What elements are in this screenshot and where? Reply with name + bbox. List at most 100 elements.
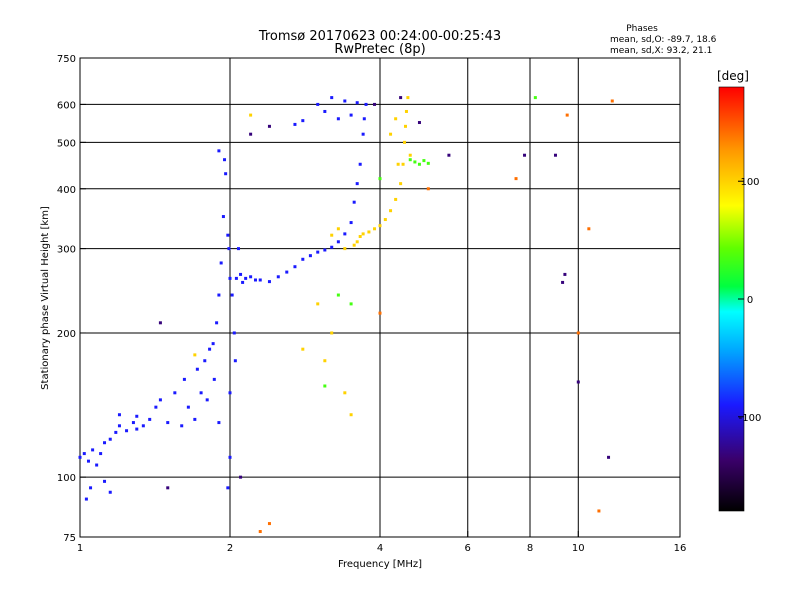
- data-point: [158, 321, 162, 325]
- data-point: [211, 342, 215, 346]
- y-tick-label: 500: [57, 138, 76, 149]
- data-point: [336, 293, 340, 297]
- stats-o-mode: mean, sd,O: -89.7, 18.6: [610, 35, 717, 45]
- data-point: [208, 347, 212, 351]
- x-tick-label: 8: [527, 543, 533, 554]
- x-axis-label: Frequency [MHz]: [338, 559, 422, 570]
- y-tick-label: 200: [57, 329, 76, 340]
- x-tick-label: 10: [572, 543, 585, 554]
- data-point: [95, 463, 99, 467]
- data-point: [523, 153, 527, 157]
- data-point: [408, 153, 412, 157]
- y-tick-label: 750: [57, 54, 76, 65]
- data-point: [373, 227, 377, 231]
- data-point: [597, 509, 601, 513]
- data-point: [406, 96, 410, 100]
- data-point: [241, 280, 245, 284]
- data-point: [399, 96, 403, 100]
- data-point: [323, 248, 327, 252]
- data-point: [336, 117, 340, 121]
- grid: [80, 58, 680, 537]
- data-point: [308, 254, 312, 258]
- data-point: [103, 479, 107, 483]
- data-point: [173, 391, 177, 395]
- data-point: [205, 398, 209, 402]
- data-point: [323, 384, 327, 388]
- stats-heading: Phases: [626, 24, 658, 34]
- data-point: [166, 486, 170, 490]
- data-point: [394, 117, 398, 121]
- data-point: [221, 215, 225, 219]
- data-point: [226, 486, 230, 490]
- data-point: [330, 233, 334, 237]
- colorbar-label: [deg]: [717, 69, 749, 83]
- data-point: [361, 132, 365, 136]
- data-point: [244, 276, 248, 280]
- colorbar-tick-label: 100: [740, 177, 759, 188]
- data-point: [426, 161, 430, 165]
- x-tick-label: 1: [77, 543, 83, 554]
- data-point: [553, 153, 557, 157]
- data-point: [561, 280, 565, 284]
- x-tick-label: 2: [227, 543, 233, 554]
- data-point: [323, 359, 327, 363]
- data-point: [239, 272, 243, 276]
- y-tick-label: 100: [57, 473, 76, 484]
- data-point: [158, 398, 162, 402]
- data-point: [343, 99, 347, 103]
- data-point: [86, 459, 90, 463]
- data-point: [349, 413, 353, 417]
- data-point: [358, 162, 362, 166]
- data-point: [417, 121, 421, 125]
- data-point: [249, 113, 253, 117]
- data-point: [239, 475, 243, 479]
- data-point: [316, 102, 320, 106]
- y-axis-ticks: 75 100 200 300 400 500 600 750: [57, 54, 86, 544]
- data-point: [219, 261, 223, 265]
- data-point: [378, 177, 382, 181]
- data-point: [166, 421, 170, 425]
- x-tick-label: 16: [674, 543, 687, 554]
- data-point: [587, 227, 591, 231]
- data-point: [99, 452, 103, 456]
- data-point: [349, 221, 353, 225]
- x-tick-label: 6: [465, 543, 471, 554]
- colorbar-tick-label: 0: [747, 295, 753, 306]
- data-point: [373, 102, 377, 106]
- data-point: [230, 293, 234, 297]
- data-point: [355, 182, 359, 186]
- data-point: [301, 257, 305, 261]
- data-point: [383, 218, 387, 222]
- x-tick-label: 4: [377, 543, 383, 554]
- data-point: [607, 455, 611, 459]
- data-point: [355, 240, 359, 244]
- data-point: [323, 109, 327, 113]
- y-tick-label: 600: [57, 100, 76, 111]
- data-point: [195, 367, 199, 371]
- data-point: [336, 227, 340, 231]
- data-point: [103, 441, 107, 445]
- data-point: [258, 530, 262, 534]
- data-point: [330, 331, 334, 335]
- data-point: [394, 197, 398, 201]
- data-point: [343, 247, 347, 251]
- data-point: [258, 278, 262, 282]
- data-point: [186, 405, 190, 409]
- data-point: [301, 347, 305, 351]
- y-tick-label: 75: [63, 533, 76, 544]
- data-point: [378, 311, 382, 315]
- data-point: [343, 232, 347, 236]
- y-tick-label: 400: [57, 185, 76, 196]
- data-point: [413, 160, 417, 164]
- data-point: [224, 172, 228, 176]
- data-point: [301, 119, 305, 123]
- data-point: [233, 359, 237, 363]
- data-point: [212, 377, 216, 381]
- data-point: [114, 430, 118, 434]
- data-point: [217, 421, 221, 425]
- data-point: [417, 162, 421, 166]
- data-point: [343, 391, 347, 395]
- data-point: [228, 455, 232, 459]
- data-point: [285, 270, 289, 274]
